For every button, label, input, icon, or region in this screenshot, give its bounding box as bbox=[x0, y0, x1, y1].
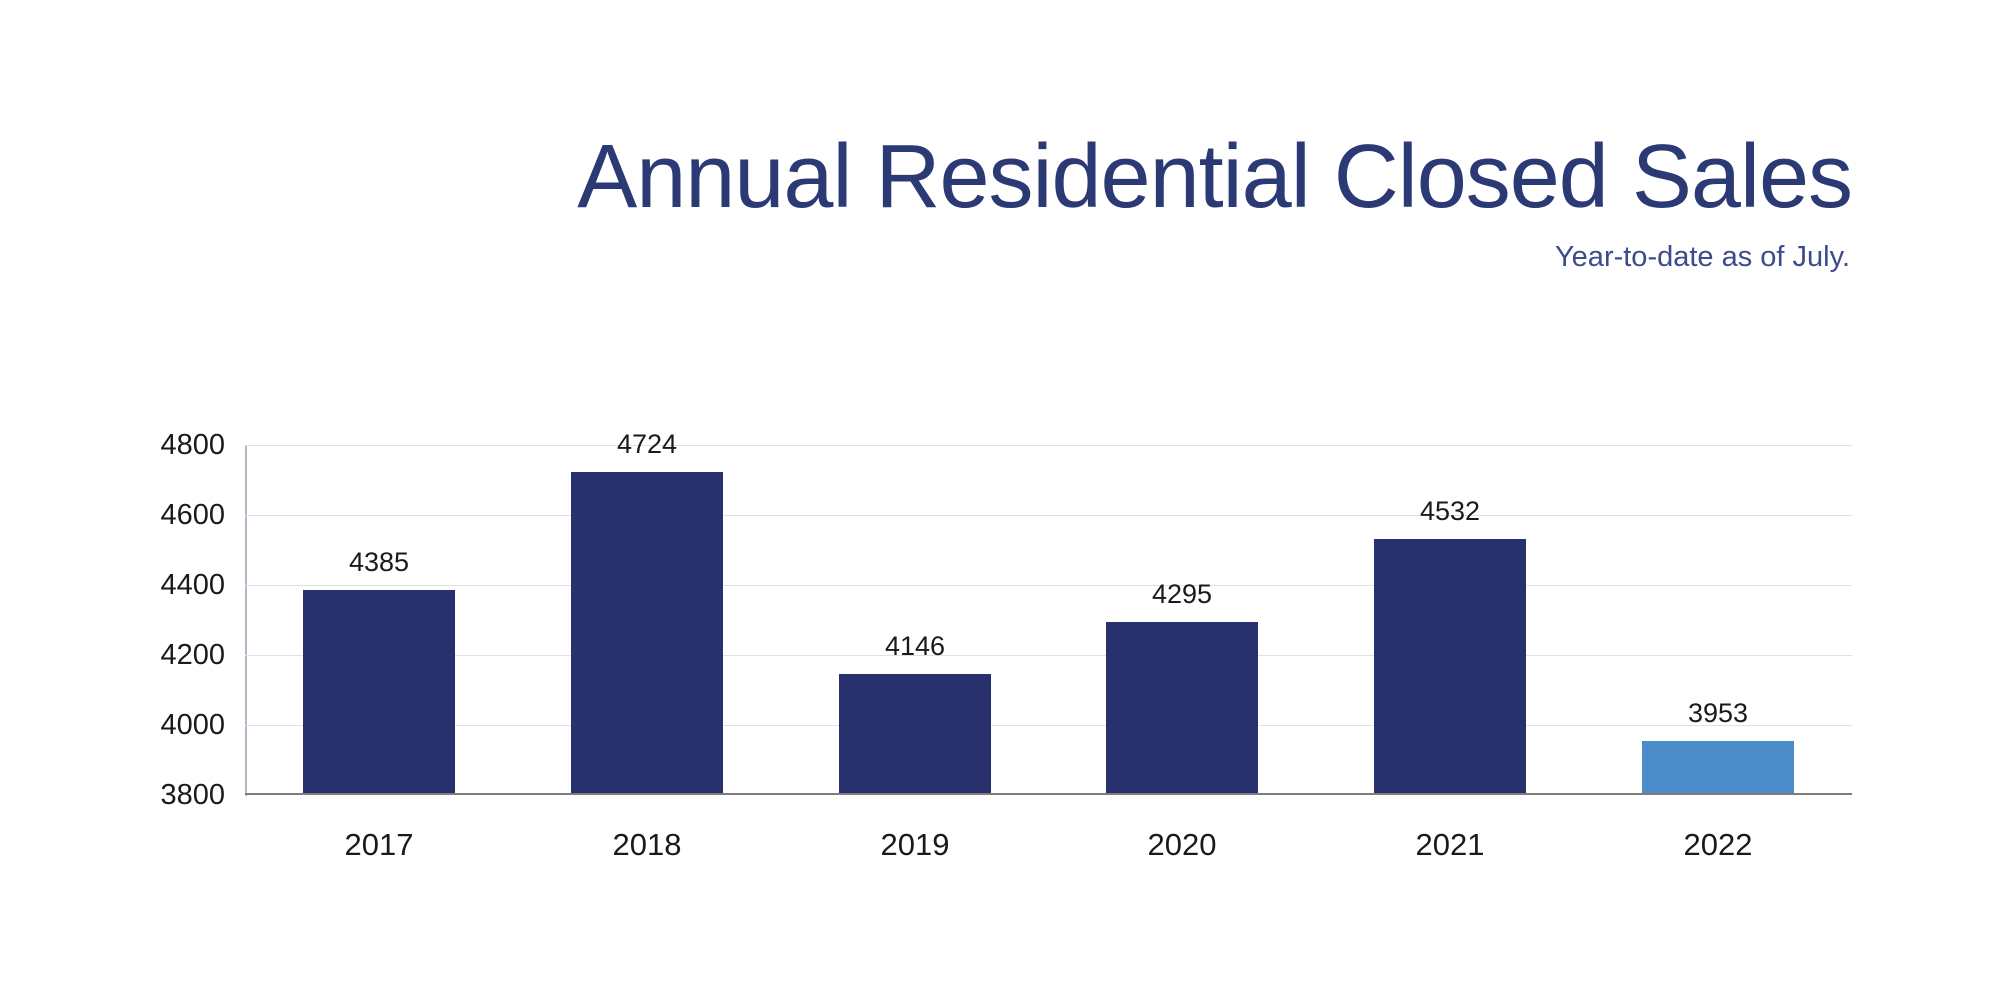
x-tick-label: 2020 bbox=[1147, 827, 1217, 862]
gridline bbox=[245, 655, 1852, 656]
y-tick-label: 4400 bbox=[160, 569, 225, 601]
bar-value-label: 4724 bbox=[616, 429, 678, 459]
gridline bbox=[245, 585, 1852, 586]
y-tick-label: 4800 bbox=[160, 429, 225, 461]
bar-2021 bbox=[1374, 539, 1526, 795]
bar-value-label: 4146 bbox=[884, 631, 946, 661]
plot-area: 4385 4724 4146 4295 4532 3953 bbox=[245, 429, 1852, 795]
bar-2022 bbox=[1642, 741, 1794, 795]
y-tick-label: 4000 bbox=[160, 709, 225, 741]
y-tick-label: 4200 bbox=[160, 639, 225, 671]
bar-2020 bbox=[1106, 622, 1258, 795]
bar-value-label: 4295 bbox=[1151, 579, 1213, 609]
y-axis-line bbox=[245, 445, 247, 796]
x-tick-label: 2021 bbox=[1415, 827, 1485, 862]
y-tick-label: 3800 bbox=[160, 779, 225, 811]
x-tick-label: 2018 bbox=[612, 827, 682, 862]
chart-subtitle: Year-to-date as of July. bbox=[1555, 241, 1850, 273]
gridline bbox=[245, 725, 1852, 726]
y-tick-label: 4600 bbox=[160, 499, 225, 531]
bar-value-label: 4385 bbox=[348, 547, 410, 577]
x-tick-label: 2017 bbox=[344, 827, 414, 862]
bar-2019 bbox=[839, 674, 991, 795]
gridline bbox=[245, 445, 1852, 446]
bar-2018 bbox=[571, 472, 723, 795]
chart-title: Annual Residential Closed Sales bbox=[577, 127, 1853, 227]
gridline bbox=[245, 515, 1852, 516]
x-axis-baseline bbox=[245, 793, 1852, 795]
bar-value-label: 3953 bbox=[1687, 698, 1749, 728]
x-tick-label: 2019 bbox=[880, 827, 950, 862]
bar-2017 bbox=[303, 590, 455, 795]
x-tick-label: 2022 bbox=[1683, 827, 1753, 862]
bar-value-label: 4532 bbox=[1419, 496, 1481, 526]
